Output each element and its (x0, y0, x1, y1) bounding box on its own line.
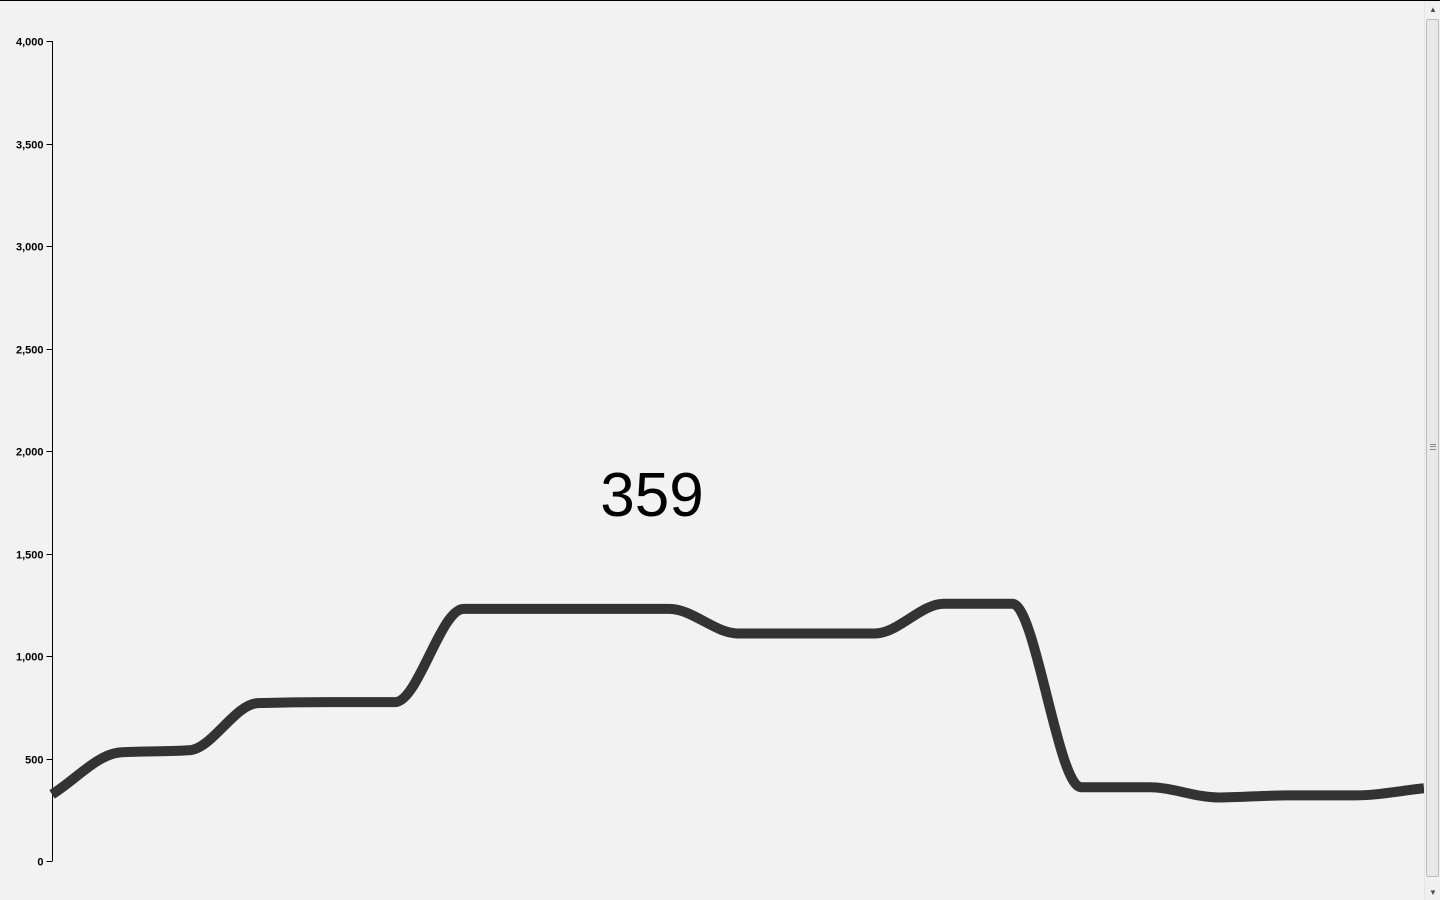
window-top-border (0, 0, 1440, 1)
y-tick-label: 0 (37, 857, 43, 869)
y-tick-label: 4,000 (16, 37, 44, 49)
y-tick-label: 1,500 (16, 550, 44, 562)
y-tick-label: 2,500 (16, 345, 44, 357)
scrollbar-grip-icon (1430, 444, 1436, 450)
y-tick-label: 3,000 (16, 242, 44, 254)
scroll-down-arrow-icon[interactable]: ▼ (1429, 887, 1437, 897)
scrollbar-thumb[interactable] (1426, 19, 1439, 877)
y-axis: 0 500 1,000 1,500 2,000 2,500 3,000 3,500 4,000 (16, 37, 53, 869)
series-line (49, 598, 1424, 803)
y-tick-label: 1,000 (16, 652, 44, 664)
current-value-label: 359 (600, 461, 703, 530)
scroll-up-arrow-icon[interactable]: ▲ (1429, 4, 1437, 14)
y-tick-label: 2,000 (16, 447, 44, 459)
y-tick-label: 500 (25, 755, 43, 767)
y-tick-label: 3,500 (16, 140, 44, 152)
vertical-scrollbar[interactable]: ▲ ▼ (1424, 1, 1440, 900)
